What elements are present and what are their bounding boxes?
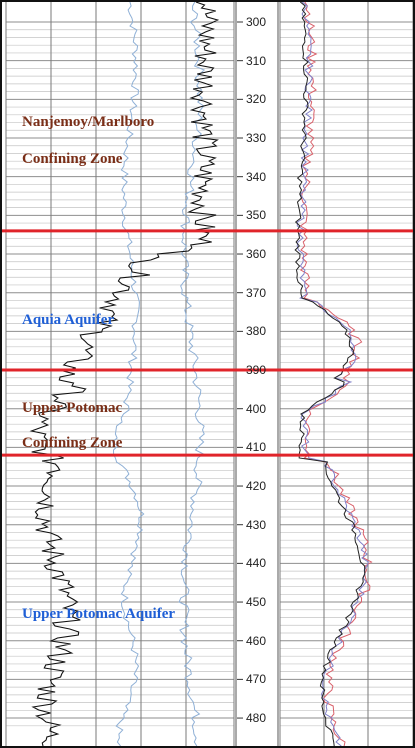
- depth-label: 410: [246, 440, 267, 455]
- depth-label: 310: [246, 53, 267, 68]
- depth-label: 460: [246, 633, 267, 648]
- depth-label: 390: [246, 363, 267, 378]
- zone-label-nanjemoy-confining: Confining Zone: [22, 151, 123, 167]
- log-curve-light-2: [178, 2, 206, 746]
- zone-label-nanjemoy-marlboro: Nanjemoy/Marlboro: [22, 114, 155, 130]
- log-curve-resistivity-blue: [296, 2, 369, 746]
- depth-label: 440: [246, 556, 267, 571]
- zone-label-aquia-aquifer: Aquia Aquifer: [22, 312, 115, 328]
- depth-label: 350: [246, 208, 267, 223]
- depth-label: 340: [246, 169, 267, 184]
- depth-label: 330: [246, 131, 267, 145]
- log-curve-resistivity-red: [299, 2, 373, 746]
- depth-label: 470: [246, 672, 267, 687]
- depth-label: 400: [246, 401, 267, 416]
- zone-label-upper-potomac: Upper Potomac: [22, 400, 123, 416]
- depth-label: 450: [246, 595, 267, 610]
- depth-label: 360: [246, 247, 267, 262]
- depth-label: 300: [246, 15, 267, 29]
- depth-track: [237, 2, 277, 746]
- depth-label: 480: [246, 711, 267, 726]
- depth-label: 370: [246, 285, 267, 300]
- zone-label-upper-potomac-confining: Confining Zone: [22, 435, 123, 451]
- depth-label: 380: [246, 324, 267, 339]
- zone-label-upper-potomac-aquifer: Upper Potomac Aquifer: [22, 606, 176, 622]
- depth-label: 420: [246, 479, 267, 494]
- log-curve-light-1: [111, 2, 145, 746]
- log-curve-resistivity-dark: [294, 2, 366, 746]
- depth-label: 320: [246, 92, 267, 107]
- depth-label: 430: [246, 517, 267, 532]
- log-curve-gamma: [29, 2, 220, 746]
